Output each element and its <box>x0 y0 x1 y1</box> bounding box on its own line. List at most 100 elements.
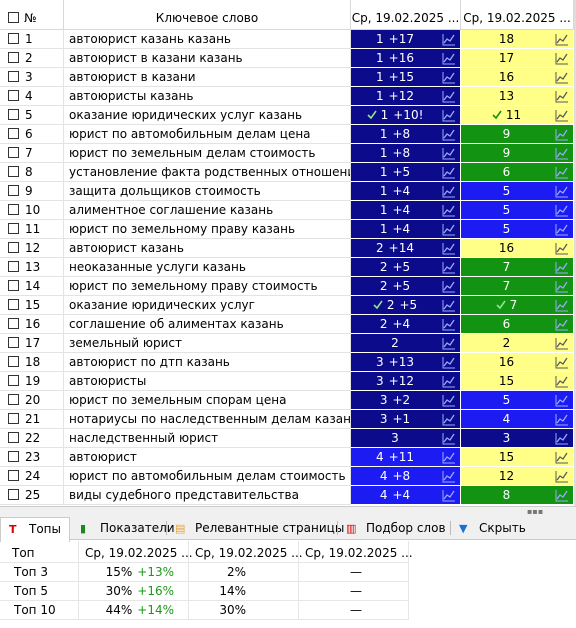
chart-icon[interactable] <box>442 147 456 160</box>
chart-icon[interactable] <box>442 337 456 350</box>
chart-icon[interactable] <box>555 90 569 103</box>
row-checkbox[interactable] <box>8 489 19 500</box>
position: 5 <box>502 203 511 217</box>
row-checkbox[interactable] <box>8 337 19 348</box>
column-header[interactable]: Ключевое слово <box>64 0 351 30</box>
position-text: 1 +16 <box>351 49 439 67</box>
row-checkbox[interactable] <box>8 242 19 253</box>
row-checkbox[interactable] <box>8 147 19 158</box>
column-header[interactable]: Ср, 19.02.2025 ...^ <box>351 0 461 30</box>
chart-icon[interactable] <box>555 185 569 198</box>
chart-icon[interactable] <box>555 128 569 141</box>
row-checkbox[interactable] <box>8 71 19 82</box>
chart-icon[interactable] <box>555 280 569 293</box>
chart-icon[interactable] <box>442 451 456 464</box>
chart-icon[interactable] <box>555 299 569 312</box>
position-cell: 3 +13 <box>351 353 461 372</box>
chart-icon[interactable] <box>442 318 456 331</box>
chart-icon[interactable] <box>555 318 569 331</box>
chart-icon[interactable] <box>555 375 569 388</box>
row-checkbox[interactable] <box>8 356 19 367</box>
column-header[interactable]: Ср, 19.02.2025 ... <box>461 0 574 30</box>
position: 4 <box>379 469 388 483</box>
splitter[interactable]: ▪▪▪ <box>0 506 576 516</box>
chart-icon[interactable] <box>555 470 569 483</box>
row-checkbox[interactable] <box>8 185 19 196</box>
keyword: юрист по автомобильным делам стоимость <box>64 467 351 486</box>
row-checkbox[interactable] <box>8 223 19 234</box>
chart-icon[interactable] <box>555 52 569 65</box>
chart-icon[interactable] <box>442 356 456 369</box>
row-checkbox[interactable] <box>8 394 19 405</box>
chart-icon[interactable] <box>442 52 456 65</box>
position-cell: 1 +17 <box>351 30 461 49</box>
tab[interactable]: ▮ Показатели <box>76 517 175 539</box>
chart-icon[interactable] <box>442 166 456 179</box>
row-checkbox[interactable] <box>8 90 19 101</box>
chart-icon[interactable] <box>442 223 456 236</box>
chart-icon[interactable] <box>555 71 569 84</box>
tab[interactable]: ▤ Релевантные страницы <box>171 517 344 539</box>
position-text: 1 +4 <box>351 182 439 200</box>
chart-icon[interactable] <box>442 242 456 255</box>
row-checkbox[interactable] <box>8 318 19 329</box>
chart-icon[interactable] <box>555 413 569 426</box>
chart-icon[interactable] <box>555 337 569 350</box>
row-checkbox[interactable] <box>8 375 19 386</box>
row-checkbox[interactable] <box>8 470 19 481</box>
chart-icon[interactable] <box>442 90 456 103</box>
keyword: алиментное соглашение казань <box>64 201 351 220</box>
position: 2 <box>376 241 384 255</box>
chart-icon[interactable] <box>555 356 569 369</box>
chart-icon[interactable] <box>442 280 456 293</box>
chart-icon[interactable] <box>442 394 456 407</box>
chart-icon[interactable] <box>555 451 569 464</box>
row-checkbox[interactable] <box>8 166 19 177</box>
chart-icon[interactable] <box>555 166 569 179</box>
row-checkbox[interactable] <box>8 261 19 272</box>
row-checkbox[interactable] <box>8 280 19 291</box>
position-text: 1 +17 <box>351 30 439 48</box>
chart-icon[interactable] <box>555 33 569 46</box>
chart-icon[interactable] <box>442 299 456 312</box>
chart-icon[interactable] <box>555 394 569 407</box>
chart-icon[interactable] <box>442 185 456 198</box>
row-checkbox[interactable] <box>8 33 19 44</box>
row-checkbox[interactable] <box>8 204 19 215</box>
chart-icon[interactable] <box>555 489 569 502</box>
tab[interactable]: ▼ Скрыть <box>455 517 526 539</box>
chart-icon[interactable] <box>442 432 456 445</box>
keyword: юрист по земельному праву стоимость <box>64 277 351 296</box>
chart-icon[interactable] <box>555 204 569 217</box>
chart-icon[interactable] <box>442 109 456 122</box>
chart-icon[interactable] <box>442 204 456 217</box>
row-checkbox[interactable] <box>8 52 19 63</box>
chart-icon[interactable] <box>442 128 456 141</box>
checkbox-all[interactable] <box>8 12 19 23</box>
row-checkbox[interactable] <box>8 451 19 462</box>
position-change: +14 <box>388 241 414 255</box>
tab[interactable]: T Топы <box>0 517 70 542</box>
chart-icon[interactable] <box>555 109 569 122</box>
chart-icon[interactable] <box>555 223 569 236</box>
position: 5 <box>502 393 511 407</box>
position-text: 1 +4 <box>351 201 439 219</box>
chart-icon[interactable] <box>442 489 456 502</box>
chart-icon[interactable] <box>442 470 456 483</box>
row-checkbox[interactable] <box>8 413 19 424</box>
chart-icon[interactable] <box>442 261 456 274</box>
chart-icon[interactable] <box>555 147 569 160</box>
chart-icon[interactable] <box>555 261 569 274</box>
chart-icon[interactable] <box>442 33 456 46</box>
row-checkbox[interactable] <box>8 128 19 139</box>
row-checkbox[interactable] <box>8 299 19 310</box>
chart-icon[interactable] <box>442 375 456 388</box>
row-checkbox[interactable] <box>8 432 19 443</box>
chart-icon[interactable] <box>555 432 569 445</box>
chart-icon[interactable] <box>442 413 456 426</box>
chart-icon[interactable] <box>442 71 456 84</box>
tab[interactable]: ▥ Подбор слов <box>342 517 446 539</box>
position-text: 4 <box>461 410 552 428</box>
row-checkbox[interactable] <box>8 109 19 120</box>
chart-icon[interactable] <box>555 242 569 255</box>
